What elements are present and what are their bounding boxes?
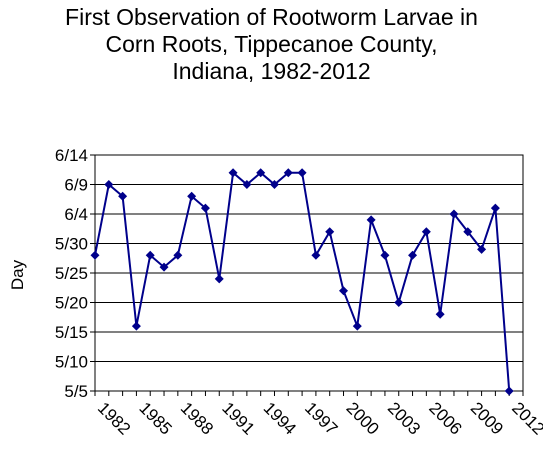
data-point-marker [173, 250, 183, 260]
data-point-marker [256, 168, 266, 178]
data-point-marker [90, 250, 100, 260]
x-tick-label: 2006 [425, 398, 465, 438]
data-point-marker [366, 215, 376, 225]
chart-title-line-3: Indiana, 1982-2012 [172, 58, 371, 84]
x-tick-label: 2000 [342, 398, 382, 438]
data-point-marker [490, 203, 500, 213]
chart-title-line-2: Corn Roots, Tippecanoe County, [105, 31, 438, 57]
data-point-marker [269, 180, 279, 189]
data-point-marker [145, 250, 155, 260]
y-tick-label: 5/30 [55, 235, 88, 254]
y-tick-label: 5/5 [64, 382, 88, 401]
data-point-marker [504, 386, 514, 396]
data-point-marker [352, 321, 362, 331]
y-tick-label: 6/14 [55, 146, 88, 165]
data-point-marker [435, 309, 445, 319]
y-tick-label: 6/9 [64, 176, 88, 195]
data-point-marker [421, 227, 431, 237]
data-point-marker [408, 250, 418, 260]
chart-title-line-1: First Observation of Rootworm Larvae in [65, 4, 478, 30]
x-tick-label: 2012 [508, 398, 543, 438]
data-point-marker [200, 203, 210, 213]
data-point-marker [394, 298, 404, 307]
x-tick-label: 1991 [218, 398, 258, 438]
y-tick-label: 5/20 [55, 294, 88, 313]
data-point-marker [104, 180, 114, 189]
y-tick-label: 5/25 [55, 264, 88, 283]
data-point-marker [449, 209, 459, 219]
y-tick-label: 5/15 [55, 323, 88, 342]
data-point-marker [214, 274, 224, 284]
chart-title: First Observation of Rootworm Larvae in … [0, 4, 543, 85]
data-point-marker [283, 168, 293, 178]
x-tick-label: 1997 [301, 398, 341, 438]
x-tick-label: 1982 [94, 398, 134, 438]
x-tick-label: 1985 [135, 398, 175, 438]
data-point-marker [118, 191, 128, 201]
x-tick-label: 2009 [467, 398, 507, 438]
y-tick-label: 5/10 [55, 353, 88, 372]
x-tick-label: 2003 [384, 398, 424, 438]
y-axis-label: Day [8, 259, 27, 290]
x-tick-label: 1994 [260, 398, 300, 438]
data-point-marker [297, 168, 307, 178]
data-point-marker [477, 244, 487, 254]
series-line [94, 170, 511, 392]
data-point-marker [380, 250, 390, 260]
data-point-marker [131, 321, 141, 331]
data-point-marker [159, 262, 169, 272]
data-point-marker [311, 250, 321, 260]
data-point-marker [228, 168, 238, 178]
data-point-marker [187, 191, 197, 201]
data-point-marker [463, 227, 473, 237]
data-point-marker [339, 286, 349, 296]
y-tick-label: 6/4 [64, 205, 88, 224]
data-point-marker [242, 180, 252, 189]
data-point-marker [325, 227, 335, 237]
x-tick-label: 1988 [177, 398, 217, 438]
